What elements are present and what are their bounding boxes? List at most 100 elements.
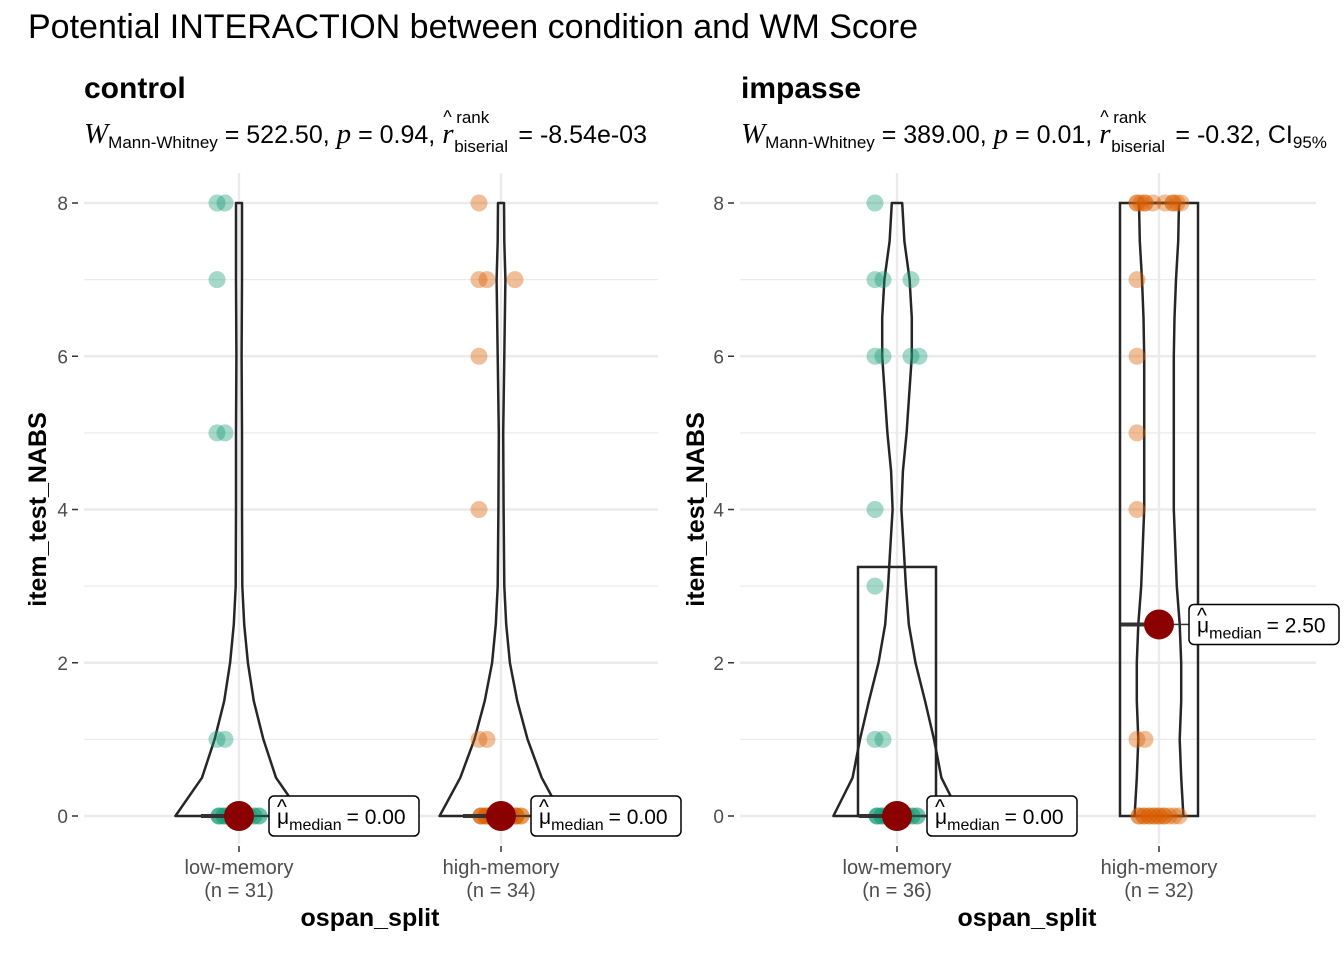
data-point — [1172, 194, 1190, 212]
y-tick-label: 8 — [713, 194, 724, 215]
y-tick-label: 0 — [57, 807, 68, 828]
data-point — [866, 577, 884, 595]
panel-title-control: control — [84, 72, 186, 105]
y-tick-label: 2 — [57, 654, 68, 675]
stat-w-value: = 389.00, — [874, 121, 994, 149]
stat-w-label: W — [741, 118, 766, 150]
data-point — [866, 271, 884, 289]
hat-accent: ^ — [935, 796, 945, 819]
data-point — [902, 271, 920, 289]
data-point — [1136, 730, 1154, 748]
median-point — [224, 801, 254, 831]
data-point — [1132, 194, 1150, 212]
stat-r-sup: rank — [456, 108, 490, 127]
data-point — [1155, 807, 1173, 825]
y-tick-label: 2 — [713, 654, 724, 675]
data-point — [874, 271, 892, 289]
median-label-value: = 0.00 — [1005, 806, 1064, 829]
stat-ci-sub: 95% — [1292, 133, 1327, 152]
data-point — [902, 347, 920, 365]
data-point — [470, 347, 488, 365]
data-point — [1128, 271, 1146, 289]
median-label-value: = 0.00 — [609, 806, 668, 829]
data-point — [1164, 194, 1182, 212]
y-tick-label: 8 — [57, 194, 68, 215]
data-point — [1136, 194, 1154, 212]
violin-high-memory — [438, 201, 564, 818]
data-point — [478, 730, 496, 748]
data-point — [1145, 807, 1163, 825]
x-tick-label: high-memory — [1101, 857, 1218, 879]
x-tick-label: high-memory — [443, 857, 560, 879]
x-tick-n-label: (n = 36) — [862, 880, 931, 902]
y-tick-label: 0 — [713, 807, 724, 828]
stat-w-sub: Mann-Whitney — [108, 133, 218, 152]
y-tick-label: 6 — [713, 347, 724, 368]
data-point — [1140, 807, 1158, 825]
hat-accent: ^ — [1100, 107, 1109, 127]
median-label-sub: median — [947, 817, 999, 834]
data-point — [866, 730, 884, 748]
data-point — [506, 271, 524, 289]
median-label-sub: median — [1209, 625, 1261, 642]
data-point — [1128, 424, 1146, 442]
x-tick-label: low-memory — [843, 857, 952, 879]
hat-accent: ^ — [277, 796, 287, 819]
stat-r-sub: biserial — [1111, 137, 1166, 156]
data-point — [1130, 807, 1148, 825]
x-tick-n-label: (n = 32) — [1124, 880, 1193, 902]
data-point — [1164, 194, 1182, 212]
median-label-box — [926, 795, 1078, 837]
violin-low-memory — [832, 201, 962, 818]
data-point — [216, 730, 234, 748]
data-point — [478, 271, 496, 289]
stat-p-label: p — [993, 118, 1009, 150]
data-point — [208, 194, 226, 212]
y-tick-label: 4 — [57, 501, 68, 522]
stat-w-value: = 522.50, — [217, 121, 337, 149]
data-point — [1165, 807, 1183, 825]
hat-accent: ^ — [443, 107, 452, 127]
data-point — [208, 424, 226, 442]
median-label-box — [268, 795, 420, 837]
median-label-value: = 0.00 — [347, 806, 406, 829]
data-point — [1128, 194, 1146, 212]
data-point — [1160, 807, 1178, 825]
stat-r-label: r — [442, 118, 454, 150]
data-point — [1170, 807, 1188, 825]
data-point — [1135, 807, 1153, 825]
stat-r-sup: rank — [1113, 108, 1147, 127]
stat-r-value: = -0.32, CI — [1168, 121, 1293, 149]
data-point — [470, 271, 488, 289]
data-point — [1128, 501, 1146, 518]
y-tick-label: 4 — [713, 501, 724, 522]
violin-high-memory — [1133, 201, 1185, 818]
data-point — [1130, 807, 1148, 825]
median-point — [882, 801, 912, 831]
y-axis-title: item_test_NABS — [682, 412, 710, 607]
violin-low-memory — [174, 201, 304, 818]
data-point — [1135, 807, 1153, 825]
data-point — [1155, 807, 1173, 825]
data-point — [1145, 807, 1163, 825]
data-point — [216, 424, 234, 442]
median-label-box — [1188, 603, 1340, 646]
data-point — [1150, 807, 1168, 825]
panel-title-impasse: impasse — [741, 72, 862, 105]
data-point — [1136, 194, 1154, 212]
x-tick-n-label: (n = 31) — [204, 880, 273, 902]
data-point — [1140, 807, 1158, 825]
data-point — [874, 347, 892, 365]
data-point — [216, 194, 234, 212]
x-axis-title: ospan_split — [301, 904, 441, 932]
stat-p-label: p — [336, 118, 352, 150]
data-point — [1128, 730, 1146, 748]
stat-r-symbol: ^ r rank biserial — [442, 107, 508, 156]
median-point — [1144, 609, 1174, 640]
median-label-sub: median — [289, 817, 341, 834]
x-axis-title: ospan_split — [958, 904, 1098, 932]
stat-r-sub: biserial — [454, 137, 509, 156]
